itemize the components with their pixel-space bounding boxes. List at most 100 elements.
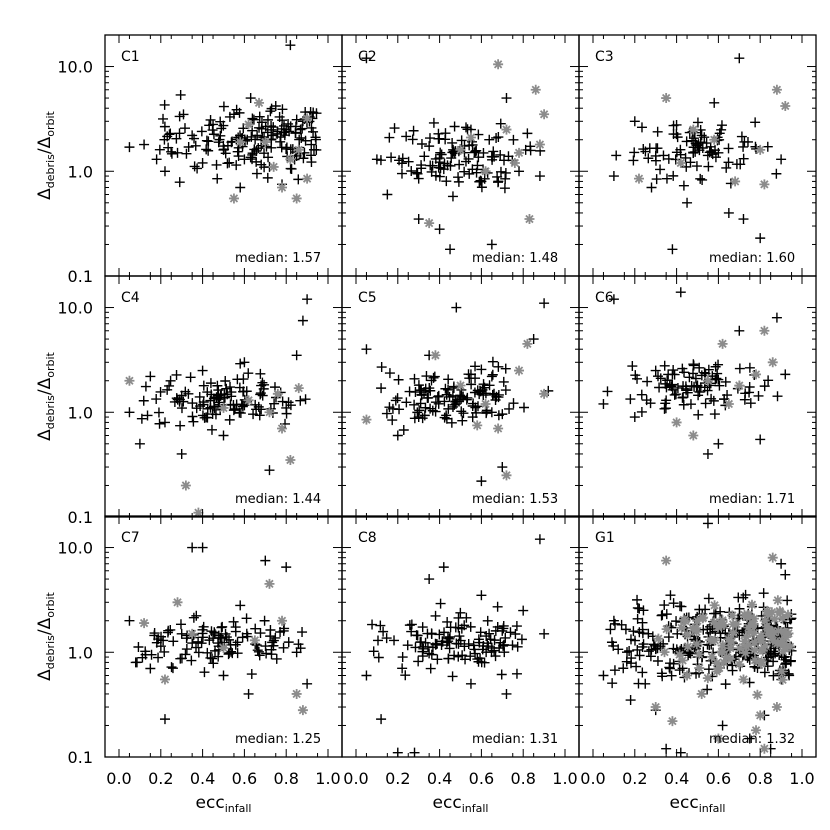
data-point-alt [480, 398, 491, 409]
data-point [445, 244, 456, 255]
data-point [651, 174, 662, 185]
data-point [187, 130, 198, 141]
data-point [145, 371, 156, 382]
data-point [661, 173, 672, 184]
data-point [389, 635, 400, 646]
data-point [275, 136, 286, 147]
data-point [503, 151, 514, 162]
x-tick-label: 0.8 [747, 769, 772, 788]
data-point [311, 144, 322, 155]
data-point [625, 695, 636, 706]
data-point-alt [667, 716, 678, 727]
data-point [780, 369, 791, 380]
data-point-alt [455, 380, 466, 391]
data-point [720, 376, 731, 387]
panel-frame [578, 515, 817, 758]
data-point [442, 616, 453, 627]
data-point [432, 654, 443, 665]
data-point [735, 159, 746, 170]
data-point-alt [749, 628, 760, 639]
data-point [231, 160, 242, 171]
data-point [669, 389, 680, 400]
data-point [674, 665, 685, 676]
data-point [734, 53, 745, 64]
data-point [196, 126, 207, 137]
data-point [221, 383, 232, 394]
data-point [203, 145, 214, 156]
data-point [632, 613, 643, 624]
data-point [134, 438, 145, 449]
data-point [392, 393, 403, 404]
data-point [179, 123, 190, 134]
data-point [175, 89, 186, 100]
data-point [539, 628, 550, 639]
data-point [424, 141, 435, 152]
data-point [677, 363, 688, 374]
data-point-alt [493, 59, 504, 70]
data-point [205, 114, 216, 125]
data-point [153, 407, 164, 418]
data-point-alt [218, 402, 229, 413]
data-point [145, 663, 156, 674]
x-tick-label: 0.8 [273, 769, 298, 788]
data-point [285, 40, 296, 51]
data-point [443, 636, 454, 647]
panel-ticks [579, 275, 816, 518]
data-point-alt [772, 637, 783, 648]
data-point [254, 410, 265, 421]
x-tick-label: 0.2 [622, 769, 647, 788]
data-point [295, 395, 306, 406]
data-point [221, 632, 232, 643]
data-point-alt [709, 635, 720, 646]
data-point [634, 603, 645, 614]
data-point [401, 131, 412, 142]
data-point [439, 396, 450, 407]
data-point [441, 176, 452, 187]
data-point [248, 409, 259, 420]
data-point-alt [759, 179, 770, 190]
data-point [406, 166, 417, 177]
data-point [750, 117, 761, 128]
data-point [228, 616, 239, 627]
data-point [605, 624, 616, 635]
data-point [174, 128, 185, 139]
data-point [255, 368, 266, 379]
data-point [260, 555, 271, 566]
data-point [637, 641, 648, 652]
data-point [470, 361, 481, 372]
data-point [190, 140, 201, 151]
data-point [159, 646, 170, 657]
x-tick-label: 0.0 [580, 769, 605, 788]
data-point [736, 131, 747, 142]
data-point [176, 448, 187, 459]
data-point [692, 117, 703, 128]
data-point [256, 404, 267, 415]
data-point [424, 133, 435, 144]
data-point-alt [743, 622, 754, 633]
data-point [708, 395, 719, 406]
data-point-alt [779, 639, 790, 650]
data-point [467, 139, 478, 150]
data-point [436, 149, 447, 160]
panel-c3: C3 median: 1.60 [578, 34, 817, 277]
data-point [631, 661, 642, 672]
data-point [420, 637, 431, 648]
data-point [449, 121, 460, 132]
data-point [232, 648, 243, 659]
data-point-alt [539, 109, 550, 120]
data-point [534, 171, 545, 182]
data-point [174, 177, 185, 188]
data-point [439, 412, 450, 423]
data-point-alt [781, 632, 792, 643]
data-point [611, 150, 622, 161]
data-point [447, 191, 458, 202]
data-point [151, 637, 162, 648]
data-point [195, 401, 206, 412]
data-point [416, 160, 427, 171]
y-tick-label: 10.0 [57, 299, 93, 318]
y-tick-label: 0.1 [68, 508, 93, 527]
data-point [218, 430, 229, 441]
data-point-alt [159, 674, 170, 685]
data-point [216, 622, 227, 633]
data-point-alt [713, 733, 724, 744]
